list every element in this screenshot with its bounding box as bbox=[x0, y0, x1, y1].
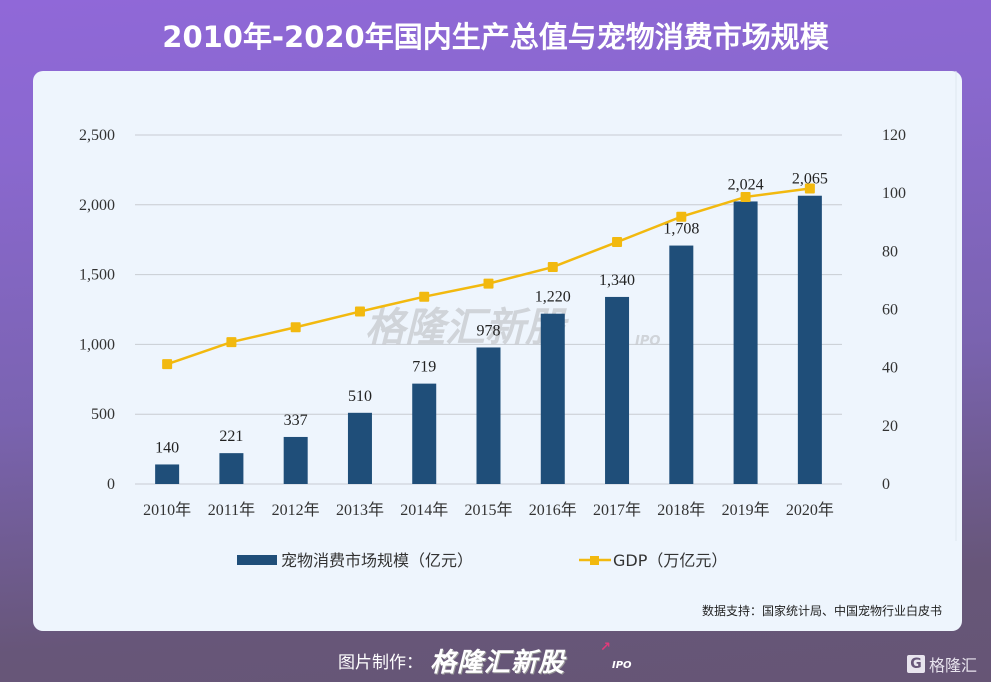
bar-data-label: 221 bbox=[219, 428, 243, 445]
chart-card: 0 500 1,000 1,500 2,000 2,500 0 20 40 60 80 100 120 格… bbox=[33, 71, 962, 631]
legend-line-marker bbox=[590, 556, 599, 565]
footer-credit-label: 图片制作： bbox=[338, 653, 423, 673]
bar-data-label: 2,065 bbox=[792, 171, 828, 188]
x-axis-tick-label: 2019年 bbox=[722, 501, 770, 519]
gdp-marker bbox=[483, 278, 494, 289]
right-axis-tick-label: 20 bbox=[882, 418, 898, 435]
x-axis-tick-label: 2015年 bbox=[464, 501, 512, 519]
bar bbox=[733, 201, 758, 485]
corner-brand-name: 格隆汇 bbox=[928, 656, 977, 675]
right-axis-tick-label: 80 bbox=[882, 243, 898, 260]
footer-logo-ipo: IPO bbox=[612, 660, 632, 671]
bar bbox=[476, 347, 501, 484]
bar-data-label: 978 bbox=[477, 322, 501, 339]
gdp-marker bbox=[612, 237, 623, 248]
bar bbox=[540, 313, 565, 484]
bar-data-label: 1,340 bbox=[599, 272, 635, 289]
watermark-ipo: IPO bbox=[635, 334, 660, 349]
x-axis-tick-label: 2018年 bbox=[657, 501, 705, 519]
x-axis-tick-label: 2012年 bbox=[272, 501, 320, 519]
left-axis-tick-label: 1,500 bbox=[79, 267, 115, 284]
gdp-marker bbox=[740, 191, 751, 202]
left-axis-tick-label: 2,000 bbox=[79, 197, 115, 214]
chart: 0 500 1,000 1,500 2,000 2,500 0 20 40 60 80 100 120 格… bbox=[79, 71, 957, 570]
bar bbox=[219, 453, 244, 484]
bar bbox=[412, 383, 437, 484]
x-axis-tick-label: 2011年 bbox=[208, 501, 255, 519]
legend-label-bar: 宠物消费市场规模（亿元） bbox=[281, 551, 473, 570]
watermark: 格隆汇新股 bbox=[365, 305, 569, 351]
bar bbox=[797, 195, 822, 484]
bar bbox=[283, 436, 308, 484]
gdp-marker bbox=[162, 359, 173, 370]
x-axis-tick-label: 2016年 bbox=[529, 501, 577, 519]
right-axis-tick-label: 100 bbox=[882, 185, 906, 202]
bar-data-label: 140 bbox=[155, 439, 179, 456]
corner-brand: G 格隆汇 bbox=[906, 652, 977, 676]
gdp-marker bbox=[226, 337, 237, 348]
gdp-marker bbox=[676, 211, 687, 222]
bar-data-label: 337 bbox=[284, 412, 308, 429]
trend-arrow-icon: ↗ bbox=[600, 640, 611, 655]
bar bbox=[605, 296, 630, 484]
page-title: 2010年-2020年国内生产总值与宠物消费市场规模 bbox=[162, 20, 829, 54]
bar bbox=[347, 412, 372, 484]
right-axis-tick-label: 60 bbox=[882, 302, 898, 319]
gdp-marker bbox=[419, 291, 430, 302]
bar-data-label: 719 bbox=[412, 359, 436, 376]
legend-bar-swatch bbox=[237, 555, 277, 565]
brand-logo-icon: G bbox=[906, 655, 925, 673]
left-axis-tick-label: 2,500 bbox=[79, 127, 115, 144]
data-source: 数据支持：国家统计局、中国宠物行业白皮书 bbox=[701, 604, 942, 618]
right-axis-tick-label: 40 bbox=[882, 360, 898, 377]
gdp-marker bbox=[354, 306, 365, 317]
x-axis-tick-label: 2020年 bbox=[786, 501, 834, 519]
right-axis-tick-label: 120 bbox=[882, 127, 906, 144]
bar bbox=[155, 464, 180, 484]
bar-data-label: 1,220 bbox=[535, 289, 571, 306]
bar-data-label: 2,024 bbox=[728, 176, 764, 193]
left-axis-tick-label: 500 bbox=[91, 406, 115, 423]
gdp-marker bbox=[547, 262, 558, 273]
left-axis-tick-label: 0 bbox=[107, 476, 115, 493]
right-axis-tick-label: 0 bbox=[882, 476, 890, 493]
gdp-marker bbox=[290, 322, 301, 333]
legend-label-line: GDP（万亿元） bbox=[613, 551, 727, 570]
gdp-marker bbox=[804, 183, 815, 194]
bar bbox=[669, 245, 694, 484]
bar-data-label: 1,708 bbox=[663, 221, 699, 238]
x-axis-tick-label: 2010年 bbox=[143, 501, 191, 519]
x-axis-tick-label: 2013年 bbox=[336, 501, 384, 519]
x-axis-tick-label: 2014年 bbox=[400, 501, 448, 519]
x-axis-tick-label: 2017年 bbox=[593, 501, 641, 519]
bar-data-label: 510 bbox=[348, 388, 372, 405]
left-axis-tick-label: 1,000 bbox=[79, 336, 115, 353]
footer-logo: 格隆汇新股 bbox=[430, 648, 566, 678]
